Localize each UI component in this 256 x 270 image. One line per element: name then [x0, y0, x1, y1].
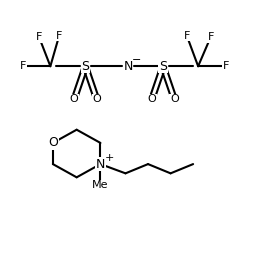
Text: O: O: [147, 94, 156, 104]
Text: F: F: [36, 32, 42, 42]
Text: F: F: [184, 31, 190, 41]
Text: F: F: [20, 61, 26, 71]
Text: F: F: [56, 31, 62, 41]
Text: O: O: [170, 94, 179, 104]
Text: S: S: [81, 60, 89, 73]
Text: N: N: [123, 60, 133, 73]
Text: S: S: [159, 60, 167, 73]
Text: O: O: [70, 94, 79, 104]
Text: O: O: [92, 94, 101, 104]
Text: +: +: [105, 153, 115, 163]
Text: Me: Me: [92, 180, 109, 190]
Text: N: N: [96, 158, 105, 171]
Text: F: F: [222, 61, 229, 71]
Text: O: O: [48, 136, 58, 149]
Text: F: F: [207, 32, 214, 42]
Text: −: −: [132, 55, 142, 65]
